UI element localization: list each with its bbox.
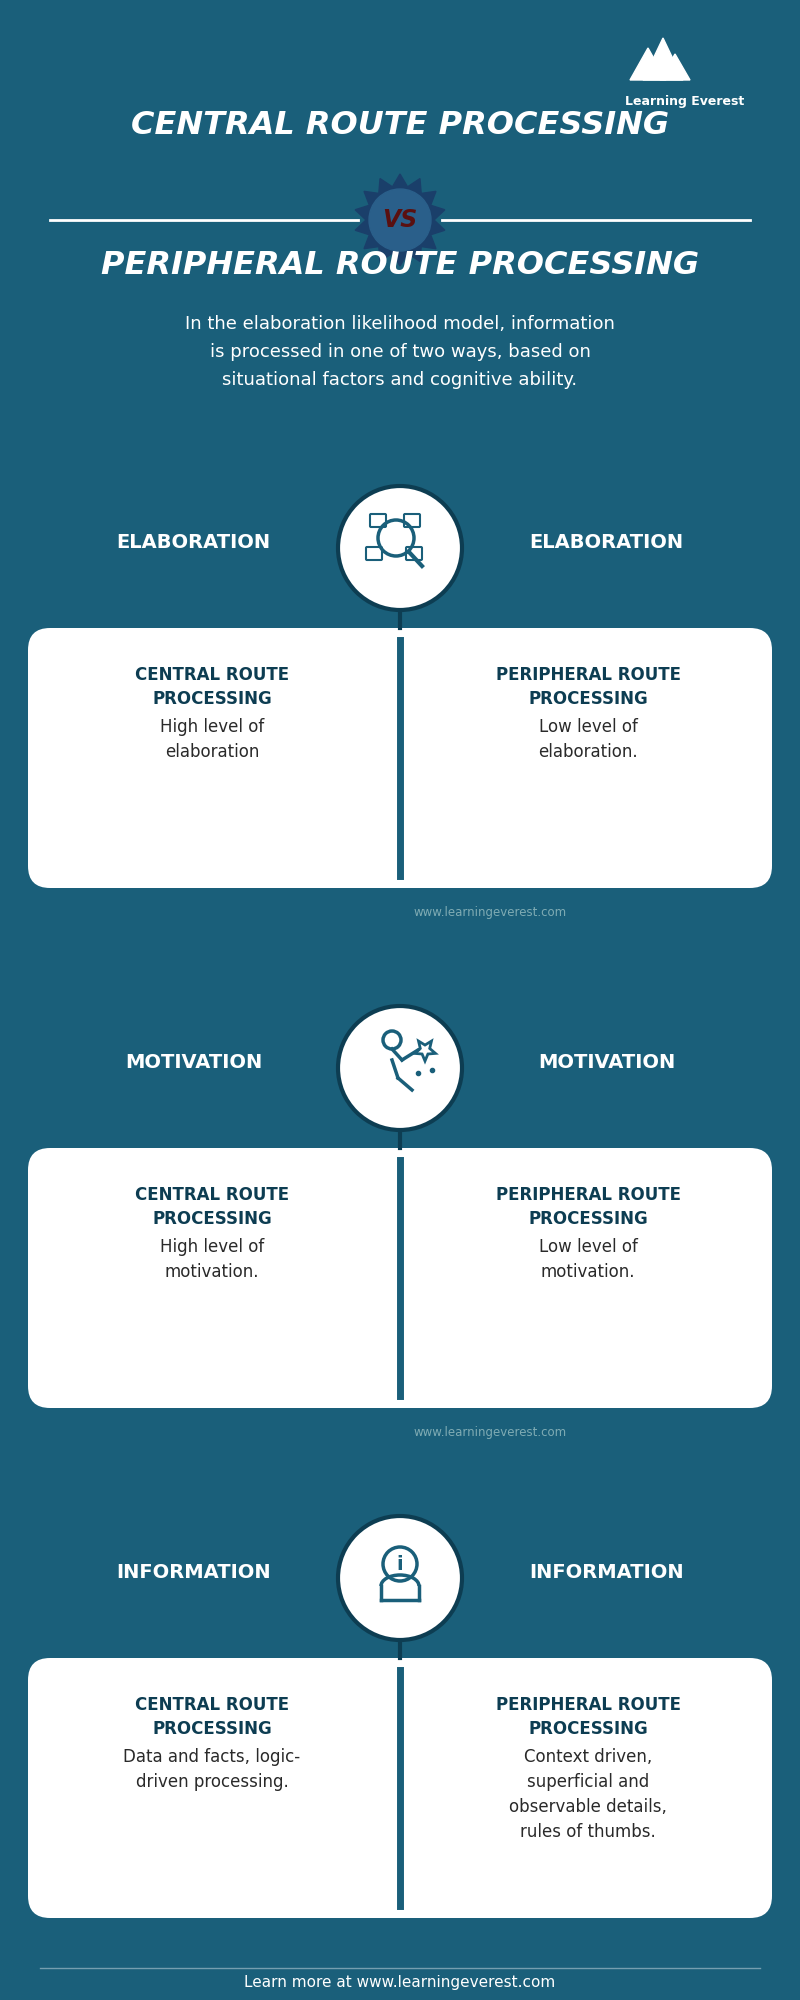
Text: ELABORATION: ELABORATION [530,534,683,552]
Text: PERIPHERAL ROUTE
PROCESSING: PERIPHERAL ROUTE PROCESSING [495,1696,681,1738]
Text: PERIPHERAL ROUTE
PROCESSING: PERIPHERAL ROUTE PROCESSING [495,1186,681,1228]
Text: PERIPHERAL ROUTE PROCESSING: PERIPHERAL ROUTE PROCESSING [101,250,699,280]
Polygon shape [355,174,445,266]
Text: Low level of
motivation.: Low level of motivation. [538,1238,638,1282]
Text: INFORMATION: INFORMATION [116,1564,271,1582]
Text: CENTRAL ROUTE
PROCESSING: CENTRAL ROUTE PROCESSING [135,1696,289,1738]
Text: Context driven,
superficial and
observable details,
rules of thumbs.: Context driven, superficial and observab… [509,1748,667,1840]
FancyBboxPatch shape [28,1658,772,1918]
Text: High level of
motivation.: High level of motivation. [160,1238,264,1282]
Text: Learn more at www.learningeverest.com: Learn more at www.learningeverest.com [244,1976,556,1990]
Polygon shape [643,38,683,80]
Text: High level of
elaboration: High level of elaboration [160,718,264,760]
Polygon shape [630,48,666,80]
Text: ELABORATION: ELABORATION [117,534,270,552]
Text: CENTRAL ROUTE PROCESSING: CENTRAL ROUTE PROCESSING [131,110,669,140]
Text: PERIPHERAL ROUTE
PROCESSING: PERIPHERAL ROUTE PROCESSING [495,666,681,708]
Ellipse shape [338,486,462,610]
FancyBboxPatch shape [28,1148,772,1408]
Text: MOTIVATION: MOTIVATION [538,1054,675,1072]
FancyBboxPatch shape [28,628,772,888]
Text: VS: VS [382,208,418,232]
Text: www.learningeverest.com: www.learningeverest.com [414,1426,566,1440]
Text: Data and facts, logic-
driven processing.: Data and facts, logic- driven processing… [123,1748,301,1792]
Text: In the elaboration likelihood model, information
is processed in one of two ways: In the elaboration likelihood model, inf… [185,314,615,388]
Text: INFORMATION: INFORMATION [529,1564,684,1582]
Text: MOTIVATION: MOTIVATION [125,1054,262,1072]
Ellipse shape [338,1006,462,1130]
Text: CENTRAL ROUTE
PROCESSING: CENTRAL ROUTE PROCESSING [135,666,289,708]
Circle shape [369,190,431,250]
Text: Low level of
elaboration.: Low level of elaboration. [538,718,638,760]
Text: www.learningeverest.com: www.learningeverest.com [414,906,566,920]
Text: Learning Everest: Learning Everest [625,94,744,108]
Text: CENTRAL ROUTE
PROCESSING: CENTRAL ROUTE PROCESSING [135,1186,289,1228]
Text: i: i [397,1554,403,1574]
Polygon shape [660,54,690,80]
Ellipse shape [338,1516,462,1640]
